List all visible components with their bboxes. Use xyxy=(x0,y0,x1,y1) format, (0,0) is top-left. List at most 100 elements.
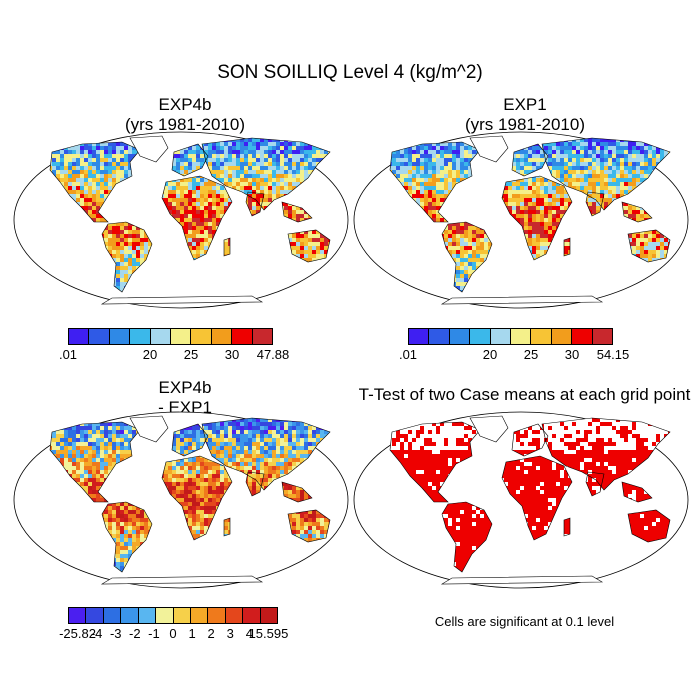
colorbar-tick-label: .01 xyxy=(398,347,418,362)
coastline-samerica xyxy=(441,221,493,293)
colorbar-swatch xyxy=(103,608,122,623)
colorbar-tick-label: -1 xyxy=(148,626,160,641)
colorbar-swatch xyxy=(208,608,226,623)
colorbar-swatch xyxy=(490,329,512,344)
colorbar-swatch xyxy=(551,329,573,344)
panel-title-line1: EXP1 xyxy=(503,95,547,114)
colorbar-swatch xyxy=(69,608,87,623)
panel-title-line2: (yrs 1981-2010) xyxy=(124,115,245,134)
coastline-greenland xyxy=(129,135,169,163)
colorbar-tick-label: 30 xyxy=(564,347,580,362)
coastline-africa xyxy=(161,175,233,261)
colorbar-tick-label: -2 xyxy=(129,626,141,641)
coastline-samerica xyxy=(101,501,153,573)
coastline-australia xyxy=(627,509,671,543)
coastline-seasia xyxy=(281,481,313,503)
colorbar-tick-label: -4 xyxy=(90,626,103,641)
map-exp4b xyxy=(13,131,349,309)
colorbar-swatch xyxy=(150,329,172,344)
colorbar-tick-label: 30 xyxy=(224,347,240,362)
colorbar-exp1 xyxy=(408,328,613,345)
colorbar-swatch xyxy=(449,329,471,344)
colorbar-tick-label: 25 xyxy=(183,347,199,362)
coastline-antarctica xyxy=(100,295,264,305)
colorbar-swatch xyxy=(531,329,552,344)
coastline-asia xyxy=(201,137,331,211)
colorbar-diff xyxy=(68,607,278,624)
panel-title-line2: (yrs 1981-2010) xyxy=(464,115,585,134)
figure-title: SON SOILLIQ Level 4 (kg/m^2) xyxy=(217,62,483,83)
coastline-greenland xyxy=(469,415,509,443)
colorbar-tick-label: 15.595 xyxy=(248,626,289,641)
panel-title-line1: EXP4b xyxy=(158,378,212,397)
coastline-madagascar xyxy=(223,237,231,257)
colorbar-swatch xyxy=(138,608,157,623)
colorbar-tick-label: 2 xyxy=(207,626,215,641)
coastline-asia xyxy=(541,417,671,491)
colorbar-swatch xyxy=(225,608,244,623)
colorbar-swatch xyxy=(243,608,261,623)
coastline-madagascar xyxy=(223,517,231,537)
coastline-australia xyxy=(287,229,331,263)
colorbar-swatch xyxy=(171,329,192,344)
colorbar-swatch xyxy=(260,608,278,623)
coastline-namerica xyxy=(389,421,481,503)
colorbar-swatch xyxy=(429,329,450,344)
coastline-greenland xyxy=(469,135,509,163)
colorbar-swatch xyxy=(511,329,532,344)
colorbar-swatch xyxy=(86,608,104,623)
panel-title-exp1: EXP1 (yrs 1981-2010) xyxy=(365,95,685,135)
map-exp1 xyxy=(353,131,689,309)
colorbar-swatch xyxy=(211,329,233,344)
colorbar-swatch xyxy=(190,608,209,623)
colorbar-swatch xyxy=(156,608,174,623)
colorbar-swatch xyxy=(409,329,430,344)
colorbar-tick-label: 47.88 xyxy=(256,347,290,362)
colorbar-swatch xyxy=(121,608,139,623)
coastline-seasia xyxy=(281,201,313,223)
coastline-greenland xyxy=(129,415,169,443)
coastline-india xyxy=(585,471,605,497)
coastline-namerica xyxy=(49,421,141,503)
coastline-india xyxy=(585,191,605,217)
colorbar-tick-label: 20 xyxy=(482,347,498,362)
coastline-madagascar xyxy=(563,237,571,257)
colorbar-tick-label: 1 xyxy=(188,626,196,641)
colorbar-tick-label: 3 xyxy=(226,626,234,641)
colorbar-swatch xyxy=(89,329,110,344)
colorbar-swatch xyxy=(173,608,191,623)
coastline-asia xyxy=(541,137,671,211)
significance-note: Cells are significant at 0.1 level xyxy=(434,614,615,629)
coastline-samerica xyxy=(101,221,153,293)
coastline-namerica xyxy=(49,141,141,223)
coastline-africa xyxy=(501,175,573,261)
coastline-india xyxy=(245,191,265,217)
colorbar-tick-label: .01 xyxy=(58,347,78,362)
coastline-europe xyxy=(171,423,209,457)
coastline-seasia xyxy=(621,481,653,503)
colorbar-swatch xyxy=(130,329,151,344)
colorbar-tick-label: 0 xyxy=(169,626,177,641)
coastline-india xyxy=(245,471,265,497)
coastline-europe xyxy=(511,423,549,457)
colorbar-swatch xyxy=(232,329,253,344)
panel-title-exp4b: EXP4b (yrs 1981-2010) xyxy=(25,95,345,135)
coastline-africa xyxy=(501,455,573,541)
coastline-africa xyxy=(161,455,233,541)
panel-title-ttest: T-Test of two Case means at each grid po… xyxy=(352,385,697,405)
coastline-asia xyxy=(201,417,331,491)
colorbar-tick-label: 25 xyxy=(523,347,539,362)
coastline-samerica xyxy=(441,501,493,573)
coastline-australia xyxy=(287,509,331,543)
colorbar-tick-label: -25.82 xyxy=(59,626,96,641)
coastline-antarctica xyxy=(100,575,264,585)
colorbar-exp4b xyxy=(68,328,273,345)
colorbar-tick-label: 4 xyxy=(245,626,253,641)
map-diff xyxy=(13,411,349,589)
map-ttest xyxy=(353,411,689,589)
colorbar-swatch xyxy=(191,329,212,344)
coastline-australia xyxy=(627,229,671,263)
coastline-europe xyxy=(171,143,209,177)
coastline-namerica xyxy=(389,141,481,223)
coastline-antarctica xyxy=(440,295,604,305)
